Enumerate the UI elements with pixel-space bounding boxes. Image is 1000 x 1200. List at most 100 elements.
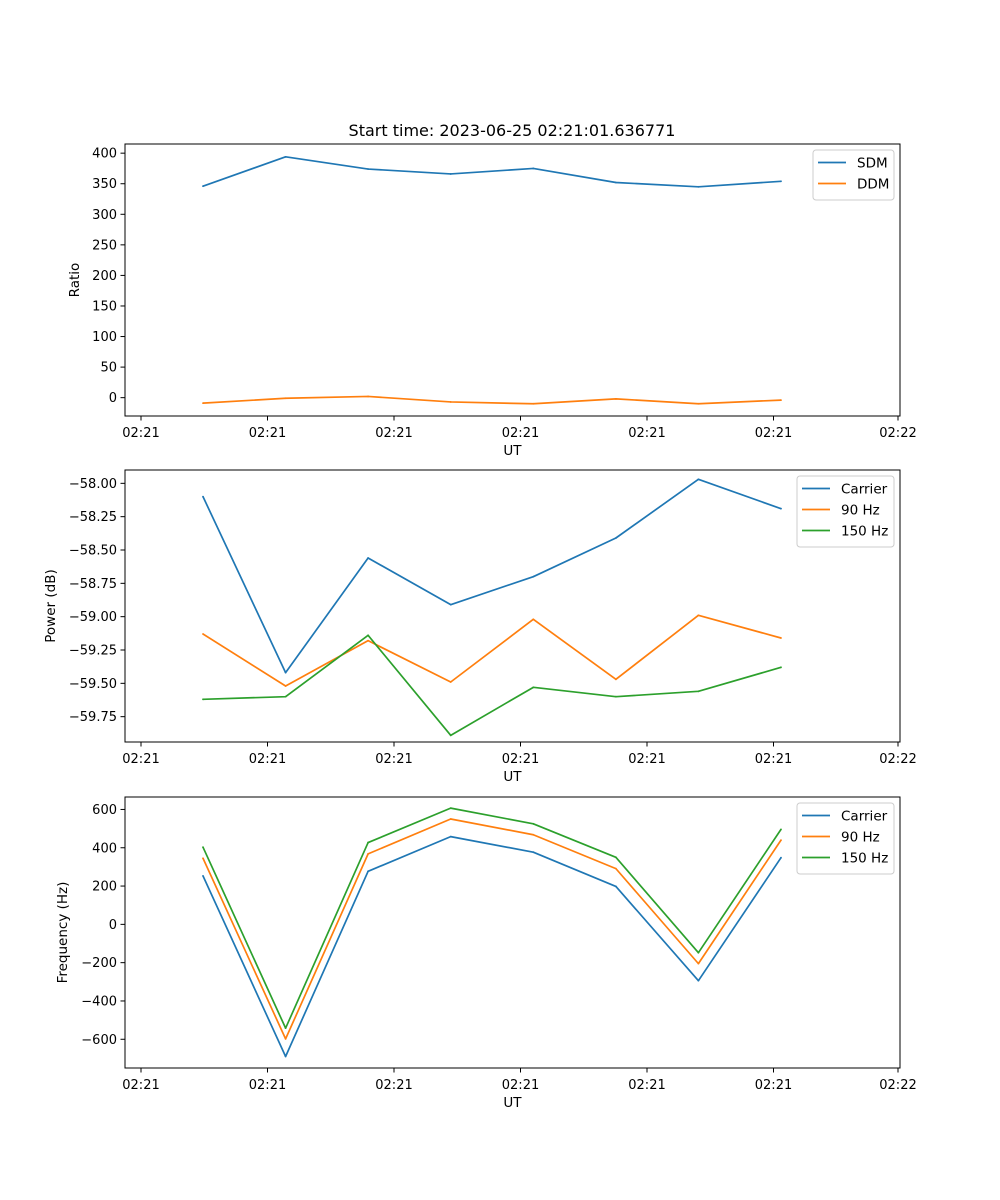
legend-label: 150 Hz	[841, 851, 888, 867]
chart-panel-1: 02:21 02:21 02:21 02:21 02:21 02:21 02:22 0 50 10…	[67, 143, 917, 459]
legend: Carrier 90 Hz 150 Hz	[796, 475, 895, 548]
y-tick-label: −600	[81, 1033, 117, 1048]
x-axis-label: UT	[503, 769, 522, 785]
data-point	[532, 686, 535, 689]
y-tick-label: −59.75	[69, 710, 117, 725]
series-line-carrier	[202, 835, 782, 1058]
y-tick-label: −200	[81, 956, 117, 971]
data-point	[284, 397, 287, 400]
x-tick-label: 02:21	[502, 752, 539, 767]
data-point	[284, 1037, 287, 1040]
data-point	[615, 181, 617, 184]
x-tick-label: 02:21	[755, 752, 792, 767]
y-tick-label: −58.00	[69, 477, 117, 492]
chart-panel-2: 02:21 02:21 02:21 02:21 02:21 02:21 02:22 −58.0…	[43, 469, 917, 785]
data-point	[449, 401, 452, 403]
data-point	[780, 637, 782, 639]
x-tick-label: 02:21	[628, 752, 665, 767]
y-tick-label: 200	[92, 880, 117, 895]
y-tick-label: 200	[92, 269, 117, 284]
data-point	[284, 685, 287, 687]
data-point	[367, 395, 369, 398]
y-tick-label: −59.25	[69, 644, 117, 659]
data-point	[780, 666, 782, 669]
data-point	[367, 168, 369, 170]
data-point	[284, 155, 287, 158]
series-line-150-hz	[202, 634, 782, 737]
plot-area	[125, 144, 900, 416]
data-point	[615, 678, 617, 681]
data-point	[449, 818, 452, 820]
data-point	[697, 979, 700, 982]
data-point	[532, 833, 535, 836]
y-tick-label: −58.50	[69, 544, 117, 559]
y-tick-label: 50	[100, 361, 117, 376]
y-tick-label: −58.25	[69, 510, 117, 525]
data-point	[697, 185, 700, 188]
data-point	[615, 695, 617, 698]
axes-frame	[124, 796, 901, 1069]
data-point	[697, 478, 700, 481]
data-point	[367, 634, 369, 637]
y-tick-label: 400	[92, 841, 117, 856]
legend-label: SDM	[857, 156, 888, 172]
data-point	[202, 875, 204, 877]
x-axis-label: UT	[503, 1095, 522, 1111]
data-point	[615, 537, 617, 539]
legend-label: 90 Hz	[841, 830, 880, 846]
legend-label: Carrier	[841, 809, 888, 825]
x-tick-label: 02:21	[249, 752, 286, 767]
data-point	[615, 856, 617, 859]
data-point	[202, 633, 204, 635]
data-point	[367, 870, 369, 873]
y-tick-label: 100	[92, 330, 117, 345]
series-line-carrier	[202, 478, 782, 674]
x-tick-label: 02:21	[122, 1078, 159, 1093]
x-tick-label: 02:22	[879, 752, 916, 767]
x-tick-label: 02:21	[249, 426, 286, 441]
data-point	[532, 167, 535, 170]
data-point	[780, 828, 782, 831]
data-point	[532, 402, 535, 405]
chart-title: Start time: 2023-06-25 02:21:01.636771	[349, 121, 676, 140]
chart-panels: 02:21 02:21 02:21 02:21 02:21 02:21 02:22 0 50 10…	[43, 143, 917, 1111]
series-line-90-hz	[202, 614, 782, 687]
y-tick-label: −58.75	[69, 577, 117, 592]
y-tick-label: −59.50	[69, 677, 117, 692]
x-tick-label: 02:21	[375, 426, 412, 441]
y-axis-label: Frequency (Hz)	[55, 882, 71, 984]
data-point	[202, 698, 204, 701]
data-point	[697, 690, 700, 693]
plot-area	[125, 797, 900, 1068]
y-tick-label: −59.00	[69, 610, 117, 625]
data-point	[780, 180, 782, 183]
legend-label: Carrier	[841, 482, 888, 498]
x-tick-label: 02:21	[502, 1078, 539, 1093]
legend-label: DDM	[857, 177, 889, 193]
data-point	[697, 962, 700, 965]
x-tick-label: 02:21	[122, 426, 159, 441]
x-tick-label: 02:21	[502, 426, 539, 441]
x-tick-label: 02:21	[375, 752, 412, 767]
x-axis-label: UT	[503, 443, 522, 459]
data-point	[449, 603, 452, 606]
plot-area	[125, 470, 900, 742]
data-point	[449, 173, 452, 175]
data-point	[449, 807, 452, 810]
data-point	[284, 671, 287, 674]
data-point	[780, 856, 782, 859]
legend-label: 90 Hz	[841, 503, 880, 519]
data-point	[367, 852, 369, 855]
data-point	[532, 822, 535, 825]
data-point	[532, 618, 535, 621]
data-point	[367, 841, 369, 844]
x-tick-label: 02:21	[249, 1078, 286, 1093]
data-point	[697, 951, 700, 954]
chart-panel-3: 02:21 02:21 02:21 02:21 02:21 02:21 02:22 −600 −…	[55, 796, 917, 1111]
data-point	[202, 857, 204, 860]
data-point	[532, 851, 535, 854]
data-point	[615, 867, 617, 870]
x-tick-label: 02:21	[755, 1078, 792, 1093]
legend-box	[796, 802, 895, 875]
